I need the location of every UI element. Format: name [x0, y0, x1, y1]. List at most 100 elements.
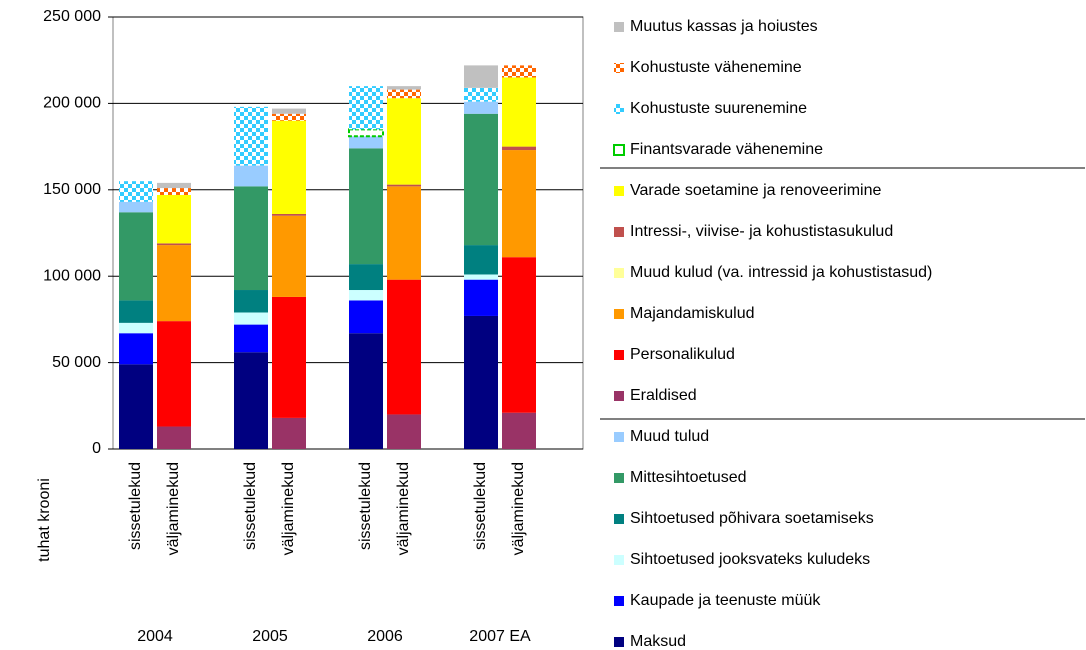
- bar-segment: [272, 215, 306, 297]
- y-tick-label: 250 000: [43, 8, 101, 25]
- y-tick-label: 100 000: [43, 267, 101, 284]
- legend-label: Kohustuste suurenemine: [630, 100, 807, 117]
- y-tick-label: 0: [92, 440, 101, 457]
- legend-swatch: [614, 22, 624, 32]
- y-tick-label: 200 000: [43, 95, 101, 112]
- x-tick-label: sissetulekud: [242, 462, 259, 550]
- bar-segment: [348, 128, 384, 138]
- legend-label: Maksud: [630, 633, 686, 650]
- legend-swatch: [614, 268, 624, 278]
- x-tick-label: väljaminekud: [280, 462, 297, 555]
- bar-segment: [157, 426, 191, 449]
- legend-label: Sihtoetused põhivara soetamiseks: [630, 510, 874, 527]
- bar-segment: [234, 165, 268, 187]
- bar-segment: [387, 98, 421, 185]
- bar-segment: [502, 65, 536, 78]
- legend-swatch: [614, 227, 624, 237]
- legend-label: Muud kulud (va. intressid ja kohustistas…: [630, 264, 932, 281]
- bar-segment: [502, 412, 536, 449]
- bar-segment: [272, 108, 306, 114]
- legend-swatch: [614, 391, 624, 401]
- legend-label: Kaupade ja teenuste müük: [630, 592, 821, 609]
- legend-label: Sihtoetused jooksvateks kuludeks: [630, 551, 870, 568]
- bar-segment: [234, 186, 268, 291]
- legend-swatch: [614, 186, 624, 196]
- y-tick-label: 50 000: [52, 354, 101, 371]
- x-tick-label: sissetulekud: [127, 462, 144, 550]
- bar-segment: [272, 417, 306, 449]
- bar-segment: [272, 120, 306, 214]
- bar-segment: [119, 364, 153, 449]
- legend-swatch: [614, 350, 624, 360]
- bar-segment: [272, 213, 306, 216]
- bar-segment: [272, 113, 306, 121]
- legend-swatch: [614, 63, 624, 73]
- bar-segment: [234, 290, 268, 313]
- bar-segment: [157, 321, 191, 427]
- legend-label: Finantsvarade vähenemine: [630, 141, 823, 158]
- legend-swatch: [614, 555, 624, 565]
- bar-segment: [464, 274, 498, 280]
- legend-swatch: [614, 514, 624, 524]
- bar-segment: [349, 290, 383, 301]
- legend-label: Mittesihtoetused: [630, 469, 747, 486]
- bar-segment: [387, 184, 421, 187]
- legend-swatch: [614, 596, 624, 606]
- bar-segment: [349, 264, 383, 291]
- y-tick-label: 150 000: [43, 181, 101, 198]
- group-label: 2007 EA: [469, 628, 531, 645]
- bar-segment: [119, 212, 153, 301]
- bar-segment: [464, 87, 498, 102]
- legend-label: Eraldised: [630, 387, 697, 404]
- bar-segment: [464, 245, 498, 275]
- bar-segment: [464, 65, 498, 88]
- bar-segment: [502, 77, 536, 147]
- legend-swatch: [614, 309, 624, 319]
- legend-label: Varade soetamine ja renoveerimine: [630, 182, 882, 199]
- bar-segment: [119, 201, 153, 213]
- bar-segment: [119, 181, 153, 202]
- x-tick-label: sissetulekud: [357, 462, 374, 550]
- bar-segment: [349, 300, 383, 334]
- group-label: 2004: [137, 628, 173, 645]
- bar-segment: [234, 352, 268, 449]
- bar-segment: [387, 89, 421, 99]
- bar-segment: [349, 86, 383, 130]
- bar-segment: [157, 243, 191, 246]
- bar-segment: [119, 322, 153, 334]
- x-tick-label: väljaminekud: [395, 462, 412, 555]
- bar-segment: [387, 279, 421, 415]
- bar-segment: [234, 106, 268, 166]
- legend-label: Majandamiskulud: [630, 305, 755, 322]
- legend-swatch: [614, 637, 624, 647]
- bar-segment: [502, 146, 536, 151]
- legend-swatch: [614, 473, 624, 483]
- group-label: 2006: [367, 628, 403, 645]
- bar-segment: [502, 150, 536, 258]
- y-axis-label: tuhat krooni: [36, 478, 53, 562]
- bar-segment: [387, 86, 421, 90]
- bar-segment: [349, 136, 383, 149]
- legend-label: Intressi-, viivise- ja kohustistasukulud: [630, 223, 893, 240]
- bar-segment: [349, 148, 383, 265]
- bar-segment: [119, 300, 153, 323]
- legend-label: Kohustuste vähenemine: [630, 59, 802, 76]
- legend-label: Personalikulud: [630, 346, 735, 363]
- bar-segment: [464, 315, 498, 449]
- legend-label: Muud tulud: [630, 428, 709, 445]
- group-label: 2005: [252, 628, 288, 645]
- bar-segment: [502, 257, 536, 413]
- x-tick-label: väljaminekud: [165, 462, 182, 555]
- bar-segment: [157, 245, 191, 322]
- bar-segment: [234, 324, 268, 353]
- legend-swatch: [614, 432, 624, 442]
- bar-segment: [157, 182, 191, 189]
- x-tick-label: väljaminekud: [510, 462, 527, 555]
- bar-segment: [464, 279, 498, 316]
- bar-segment: [387, 414, 421, 449]
- bar-segment: [464, 113, 498, 246]
- x-tick-label: sissetulekud: [472, 462, 489, 550]
- bar-segment: [234, 312, 268, 325]
- bar-segment: [272, 296, 306, 418]
